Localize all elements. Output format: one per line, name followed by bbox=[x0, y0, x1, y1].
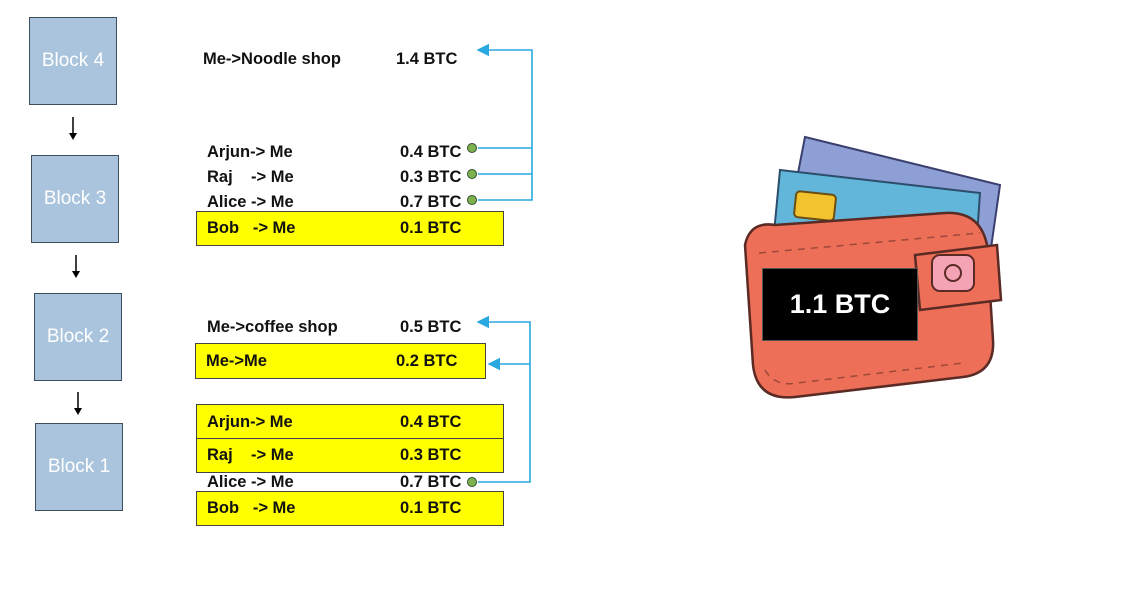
tx-amount: 0.3 BTC bbox=[400, 168, 462, 186]
tx-alice-me: Alice -> Me 0.7 BTC bbox=[197, 187, 497, 217]
input-dot-alice bbox=[467, 195, 477, 205]
tx-raj-me-b1: Raj -> Me 0.3 BTC bbox=[196, 438, 504, 473]
block-3: Block 3 bbox=[31, 155, 119, 243]
tx-alice-me-b1: Alice -> Me 0.7 BTC bbox=[197, 467, 497, 497]
tx-sender: Me->Me bbox=[206, 352, 267, 370]
block-label: Block 4 bbox=[41, 50, 105, 71]
wallet-icon bbox=[743, 135, 1003, 399]
chain-arrow-2-1 bbox=[74, 392, 82, 415]
block-2: Block 2 bbox=[34, 293, 122, 381]
utxo-links bbox=[476, 43, 533, 483]
block-label: Block 3 bbox=[43, 188, 107, 209]
tx-sender: Alice -> Me bbox=[207, 473, 294, 491]
tx-sender: Me->coffee shop bbox=[207, 318, 338, 336]
block-label: Block 2 bbox=[46, 326, 110, 347]
tx-sender: Me->Noodle shop bbox=[203, 50, 341, 68]
tx-amount: 0.4 BTC bbox=[400, 413, 462, 431]
tx-sender: Arjun-> Me bbox=[207, 413, 293, 431]
tx-sender: Alice -> Me bbox=[207, 193, 294, 211]
tx-arjun-me-b1: Arjun-> Me 0.4 BTC bbox=[196, 404, 504, 440]
tx-me-noodle-shop: Me->Noodle shop 1.4 BTC bbox=[193, 44, 493, 74]
link-line bbox=[476, 43, 533, 201]
block-4: Block 4 bbox=[29, 17, 117, 105]
tx-sender: Bob -> Me bbox=[207, 219, 296, 237]
tx-bob-me: Bob -> Me 0.1 BTC bbox=[196, 211, 504, 246]
tx-amount: 0.4 BTC bbox=[400, 143, 462, 161]
tx-arjun-me: Arjun-> Me 0.4 BTC bbox=[197, 137, 497, 167]
tx-me-coffee-shop: Me->coffee shop 0.5 BTC bbox=[197, 312, 497, 342]
input-dot-raj bbox=[467, 169, 477, 179]
chain-arrow-3-2 bbox=[72, 255, 80, 278]
tx-sender: Raj -> Me bbox=[207, 446, 294, 464]
tx-sender: Bob -> Me bbox=[207, 499, 296, 517]
tx-me-me-change: Me->Me 0.2 BTC bbox=[195, 343, 486, 379]
tx-amount: 0.2 BTC bbox=[396, 352, 458, 370]
block-label: Block 1 bbox=[47, 456, 111, 477]
tx-sender: Raj -> Me bbox=[207, 168, 294, 186]
tx-amount: 0.7 BTC bbox=[400, 473, 462, 491]
tx-amount: 0.3 BTC bbox=[400, 446, 462, 464]
tx-amount: 0.1 BTC bbox=[400, 219, 462, 237]
block-1: Block 1 bbox=[35, 423, 123, 511]
tx-raj-me: Raj -> Me 0.3 BTC bbox=[197, 162, 497, 192]
link-line bbox=[476, 315, 531, 483]
tx-amount: 0.7 BTC bbox=[400, 193, 462, 211]
tx-amount: 0.1 BTC bbox=[400, 499, 462, 517]
wallet-balance: 1.1 BTC bbox=[762, 268, 918, 341]
tx-amount: 1.4 BTC bbox=[396, 50, 458, 68]
input-dot-arjun bbox=[467, 143, 477, 153]
chain-arrow-4-3 bbox=[69, 117, 77, 140]
tx-bob-me-b1: Bob -> Me 0.1 BTC bbox=[196, 491, 504, 526]
input-dot-alice-b1 bbox=[467, 477, 477, 487]
tx-sender: Arjun-> Me bbox=[207, 143, 293, 161]
tx-amount: 0.5 BTC bbox=[400, 318, 462, 336]
